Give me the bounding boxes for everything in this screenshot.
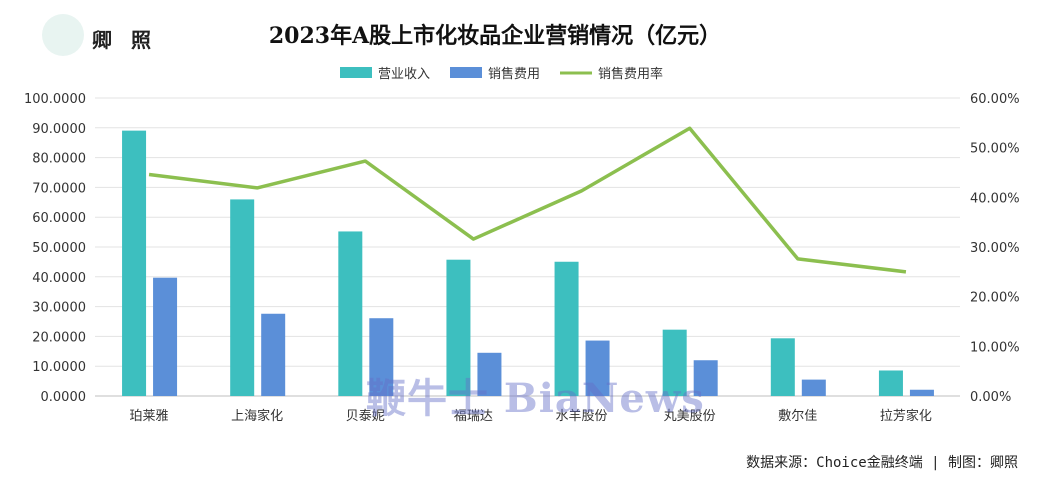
- x-tick-label: 丸美股份: [664, 409, 716, 424]
- y-left-tick-label: 70.0000: [32, 181, 86, 196]
- y-right-tick-label: 0.00%: [970, 390, 1011, 405]
- watermark: 鞭牛士 BiaNews: [366, 375, 705, 422]
- y-left-tick-label: 60.0000: [32, 211, 86, 226]
- brand-logo: [42, 14, 84, 56]
- brand-name: 卿 照: [92, 28, 157, 52]
- y-left-tick-label: 80.0000: [32, 152, 86, 167]
- x-tick-label: 贝泰妮: [346, 409, 385, 424]
- x-tick-label: 拉芳家化: [880, 408, 932, 424]
- legend-label: 销售费用率: [598, 66, 663, 82]
- y-right-tick-label: 40.00%: [970, 191, 1020, 206]
- bar-revenue: [446, 259, 471, 396]
- y-left-tick-label: 40.0000: [32, 271, 86, 286]
- legend-label: 营业收入: [378, 67, 430, 82]
- y-left-tick-label: 100.0000: [24, 92, 86, 107]
- bar-revenue: [338, 231, 363, 396]
- bar-sales-expense: [261, 313, 286, 396]
- y-right-tick-label: 30.00%: [970, 241, 1020, 256]
- bar-revenue: [770, 338, 795, 396]
- legend-label: 销售费用: [488, 66, 540, 82]
- x-tick-label: 珀莱雅: [130, 409, 169, 424]
- legend-swatch: [340, 67, 372, 78]
- y-right-tick-label: 20.00%: [970, 291, 1020, 306]
- y-left-tick-label: 0.0000: [41, 390, 87, 405]
- bar-sales-expense: [369, 318, 394, 396]
- x-tick-label: 水羊股份: [556, 408, 608, 424]
- y-left-tick-label: 10.0000: [32, 360, 86, 375]
- bar-sales-expense: [585, 340, 610, 396]
- chart-title: 2023年A股上市化妆品企业营销情况（亿元）: [268, 23, 722, 49]
- y-left-tick-label: 20.0000: [32, 330, 86, 345]
- bar-sales-expense: [693, 360, 718, 396]
- y-right-tick-label: 10.00%: [970, 340, 1020, 355]
- line-expense-rate: [148, 126, 907, 274]
- bar-revenue: [122, 130, 147, 397]
- bar-revenue: [230, 199, 255, 396]
- y-left-tick-label: 90.0000: [32, 122, 86, 137]
- x-tick-label: 敷尔佳: [778, 409, 817, 424]
- bar-revenue: [554, 261, 579, 396]
- y-left-tick-label: 50.0000: [32, 241, 86, 256]
- source-note: 数据来源：Choice金融终端 | 制图：卿照: [746, 455, 1018, 471]
- bar-sales-expense: [801, 379, 826, 396]
- bar-revenue: [878, 370, 903, 396]
- x-tick-label: 福瑞达: [454, 409, 493, 424]
- legend-swatch: [450, 67, 482, 78]
- bar-sales-expense: [153, 277, 178, 396]
- bar-sales-expense: [477, 352, 502, 396]
- x-tick-label: 上海家化: [231, 408, 283, 424]
- y-right-tick-label: 50.00%: [970, 142, 1020, 157]
- bar-sales-expense: [909, 389, 934, 396]
- y-left-tick-label: 30.0000: [32, 301, 86, 316]
- y-right-tick-label: 60.00%: [970, 92, 1020, 107]
- bar-revenue: [662, 329, 687, 396]
